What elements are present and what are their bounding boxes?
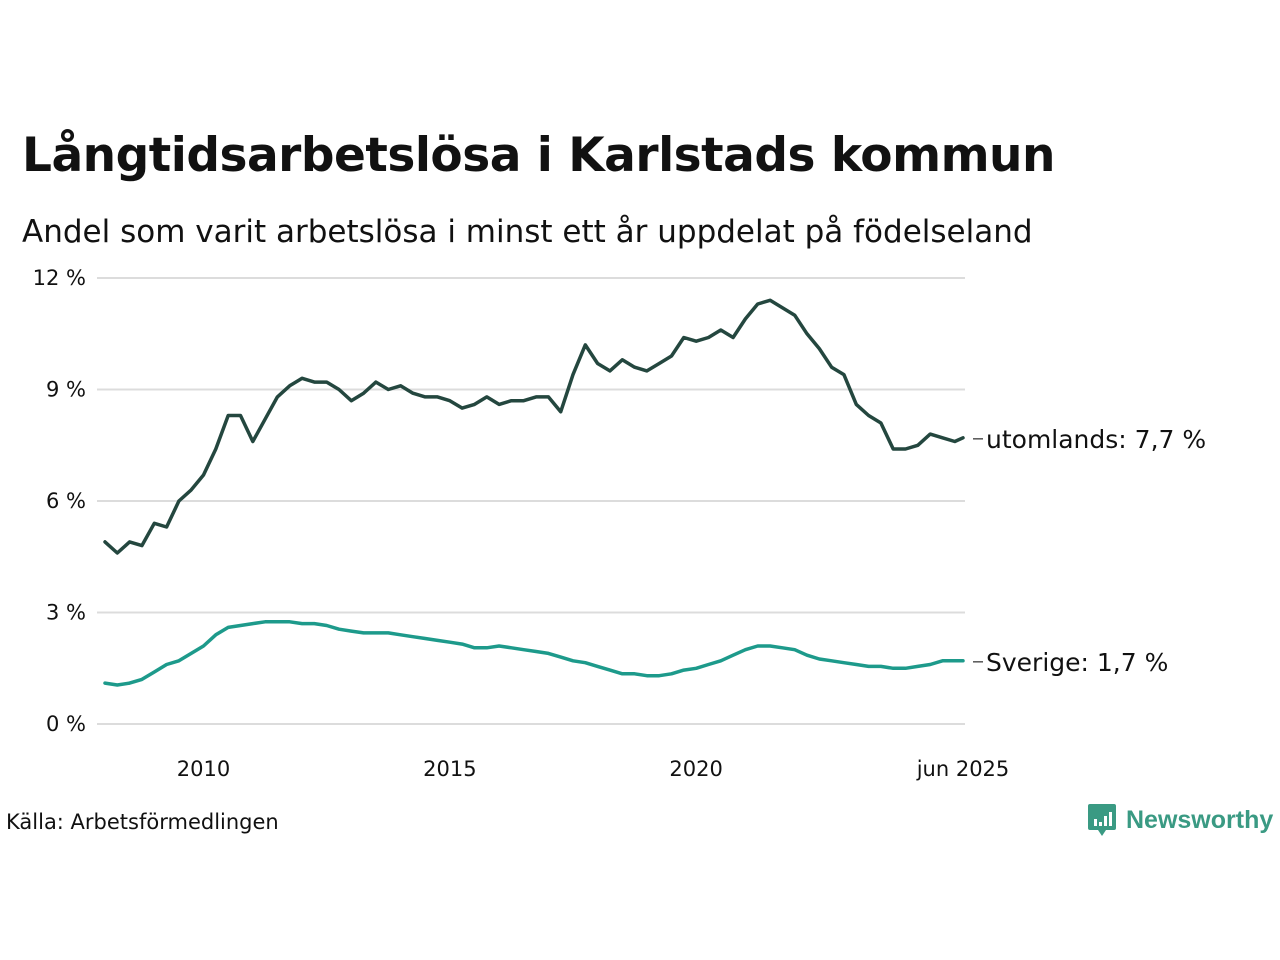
y-tick-label: 12 % (33, 266, 86, 290)
series-line-sverige (103, 620, 965, 687)
brand-name: Newsworthy (1126, 805, 1274, 834)
x-tick-label: jun 2025 (916, 757, 1010, 781)
y-tick-label: 6 % (46, 489, 86, 513)
series-end-labels: utomlands: 7,7 % Sverige: 1,7 % (973, 425, 1206, 677)
y-tick-label: 3 % (46, 601, 86, 625)
y-axis: 0 % 3 % 6 % 9 % 12 % (33, 266, 86, 736)
gridlines (97, 277, 965, 725)
newsworthy-logo-icon (1088, 804, 1116, 836)
series-lines (103, 298, 965, 687)
series-line-utomlands (103, 298, 965, 555)
y-tick-label: 0 % (46, 712, 86, 736)
chart-subtitle: Andel som varit arbetslösa i minst ett å… (22, 214, 1033, 250)
x-axis: 2010 2015 2020 jun 2025 (177, 757, 1009, 781)
x-tick-label: 2015 (423, 757, 476, 781)
series-end-label: utomlands: 7,7 % (986, 425, 1206, 454)
chart-title: Långtidsarbetslösa i Karlstads kommun (22, 128, 1055, 183)
brand-logo: Newsworthy (1087, 803, 1273, 837)
x-tick-label: 2010 (177, 757, 230, 781)
y-tick-label: 9 % (46, 378, 86, 402)
source-note: Källa: Arbetsförmedlingen (6, 810, 279, 834)
series-end-label: Sverige: 1,7 % (986, 648, 1168, 677)
x-tick-label: 2020 (669, 757, 722, 781)
